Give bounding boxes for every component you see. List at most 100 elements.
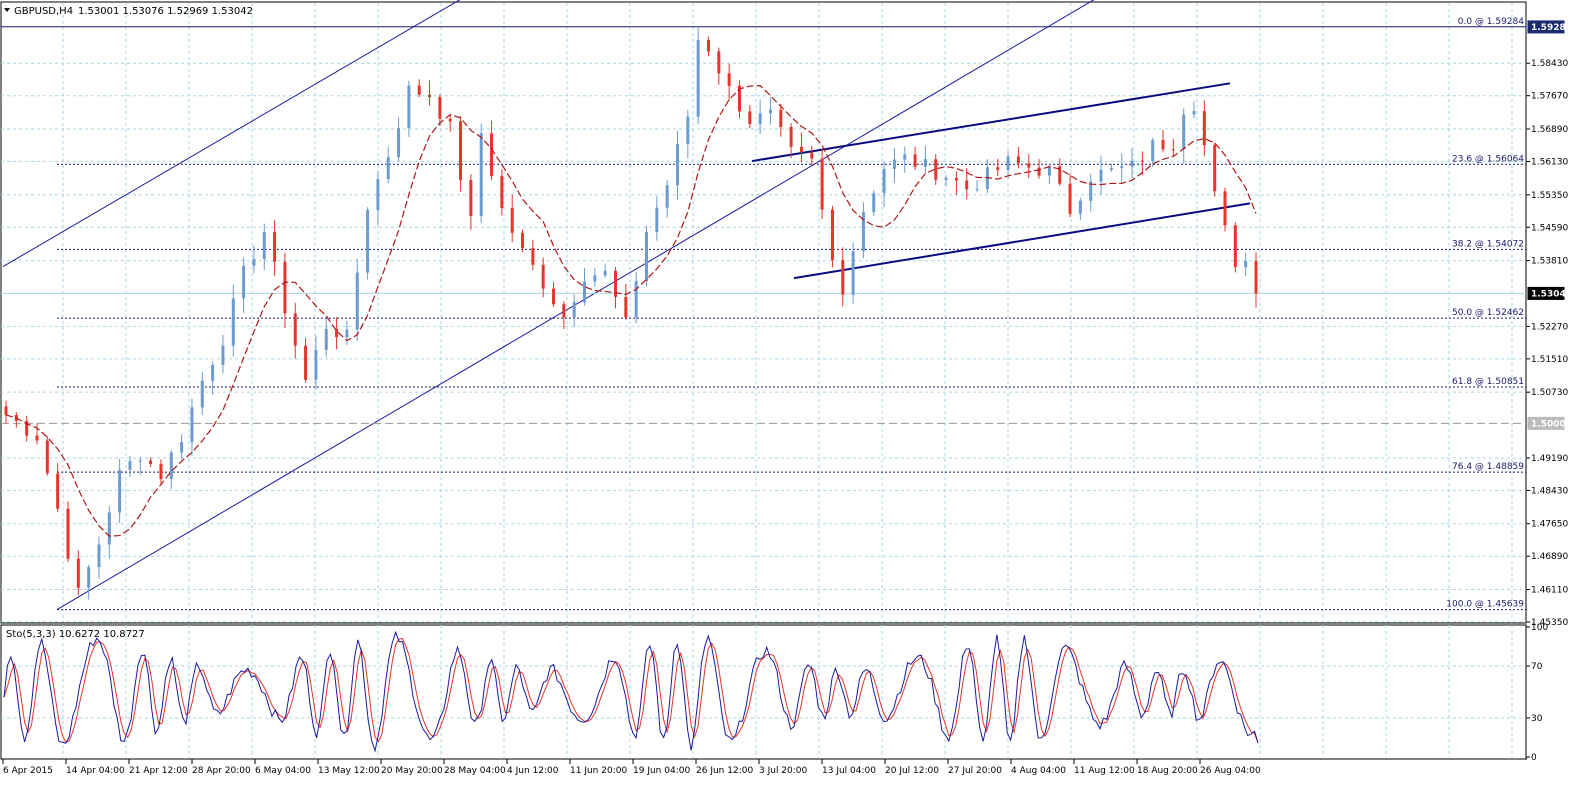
price-tick-label: 1.50730 [1531, 388, 1568, 398]
candle-body [118, 469, 122, 513]
price-tick-label: 1.52270 [1531, 322, 1568, 332]
stoch-tick-label: 100 [1531, 623, 1548, 633]
candle-body [128, 461, 132, 470]
candle-body [1140, 160, 1144, 162]
candle-body [758, 113, 762, 124]
main-pane-border [0, 1, 1527, 624]
candle-body [1037, 167, 1041, 176]
price-tag-label: 1.53042 [1531, 289, 1572, 299]
candle-body [324, 328, 328, 350]
stoch-signal-line [3, 637, 1259, 744]
candle-body [996, 167, 1000, 170]
price-tick-label: 1.53810 [1531, 257, 1568, 267]
candle-body [1078, 200, 1082, 214]
symbol-label: GBPUSD,H4 [14, 6, 73, 17]
moving-average [5, 85, 1257, 537]
price-tick-label: 1.47650 [1531, 520, 1568, 530]
candle-body [1068, 183, 1072, 214]
price-tick-label: 1.46890 [1531, 552, 1568, 562]
candle-body [56, 473, 60, 509]
candle-body [1254, 261, 1258, 294]
candle-body [1058, 166, 1062, 184]
candle-body [892, 159, 896, 169]
grid [1, 3, 1526, 758]
fib-level-label: 76.4 @ 1.48859 [1452, 462, 1524, 472]
ma-line [5, 85, 1257, 537]
candle-body [366, 210, 370, 273]
candle-body [283, 261, 287, 314]
candle-body [1171, 149, 1175, 151]
fib-level-label: 0.0 @ 1.59284 [1458, 17, 1525, 27]
candle-body [903, 154, 907, 160]
candle-body [500, 175, 504, 209]
candle-body [851, 251, 855, 295]
candle-body [779, 109, 783, 127]
candle-body [97, 544, 101, 568]
candle-body [727, 73, 731, 86]
candle-body [1182, 114, 1186, 150]
candle-body [644, 232, 648, 282]
candle-body [552, 288, 556, 305]
candle-body [200, 380, 204, 408]
candle-body [355, 272, 359, 330]
time-tick-label: 14 Apr 04:00 [66, 766, 125, 776]
candle-body [159, 463, 163, 480]
candle-body [696, 39, 700, 117]
candle-body [944, 177, 948, 180]
stoch-main-line [3, 630, 1259, 753]
candle-body [541, 264, 545, 289]
candle-body [397, 128, 401, 158]
trend-line [56, 0, 1095, 611]
candle-body [789, 126, 793, 147]
candle-body [572, 302, 576, 318]
candle-body [76, 558, 80, 588]
time-tick-label: 11 Aug 12:00 [1074, 766, 1135, 776]
candle-body [1047, 166, 1051, 176]
time-tick-label: 4 Jun 12:00 [507, 766, 559, 776]
time-tick-label: 26 Aug 04:00 [1200, 766, 1261, 776]
candle-body [459, 121, 463, 181]
time-tick-label: 20 May 20:00 [381, 766, 443, 776]
candle-body [242, 265, 246, 299]
price-tag-box [1527, 416, 1565, 430]
stoch-pane-border [0, 624, 1527, 760]
candle-body [655, 207, 659, 233]
candle-body [1089, 181, 1093, 201]
stoch-tick-label: 30 [1531, 714, 1543, 724]
candle-body [221, 345, 225, 365]
stoch-tick-label: 70 [1531, 662, 1543, 672]
symbol-dropdown-icon[interactable] [4, 8, 10, 12]
time-tick-label: 28 May 04:00 [444, 766, 506, 776]
fib-level-label: 100.0 @ 1.45639 [1446, 600, 1524, 610]
candle-body [273, 232, 277, 262]
price-tag-box [1527, 20, 1565, 34]
candle-body [737, 85, 741, 112]
candle-body [1120, 166, 1124, 168]
candle-body [706, 39, 710, 52]
candle-body [407, 85, 411, 129]
price-tick-label: 1.57670 [1531, 92, 1568, 102]
candle-body [675, 144, 679, 186]
candle-body [149, 460, 153, 464]
trend-line [751, 82, 1231, 163]
time-tick-label: 27 Jul 20:00 [948, 766, 1002, 776]
candle-body [717, 51, 721, 74]
price-tick-label: 1.51510 [1531, 355, 1568, 365]
candle-body [1130, 160, 1134, 167]
candle-body [479, 133, 483, 217]
candle-body [1202, 111, 1206, 146]
stoch-label: Sto(5,3,3) 10.6272 10.8727 [6, 629, 145, 640]
candle-body [810, 152, 814, 159]
price-tick-label: 1.49190 [1531, 454, 1568, 464]
candle-body [335, 328, 339, 338]
candle-body [386, 157, 390, 180]
price-tag-label: 1.59280 [1531, 23, 1572, 33]
candle-body [211, 364, 215, 381]
candle-body [583, 281, 587, 303]
candle-body [830, 209, 834, 261]
candle-body [1016, 156, 1020, 164]
candle-body [138, 460, 142, 462]
candle-body [872, 193, 876, 213]
